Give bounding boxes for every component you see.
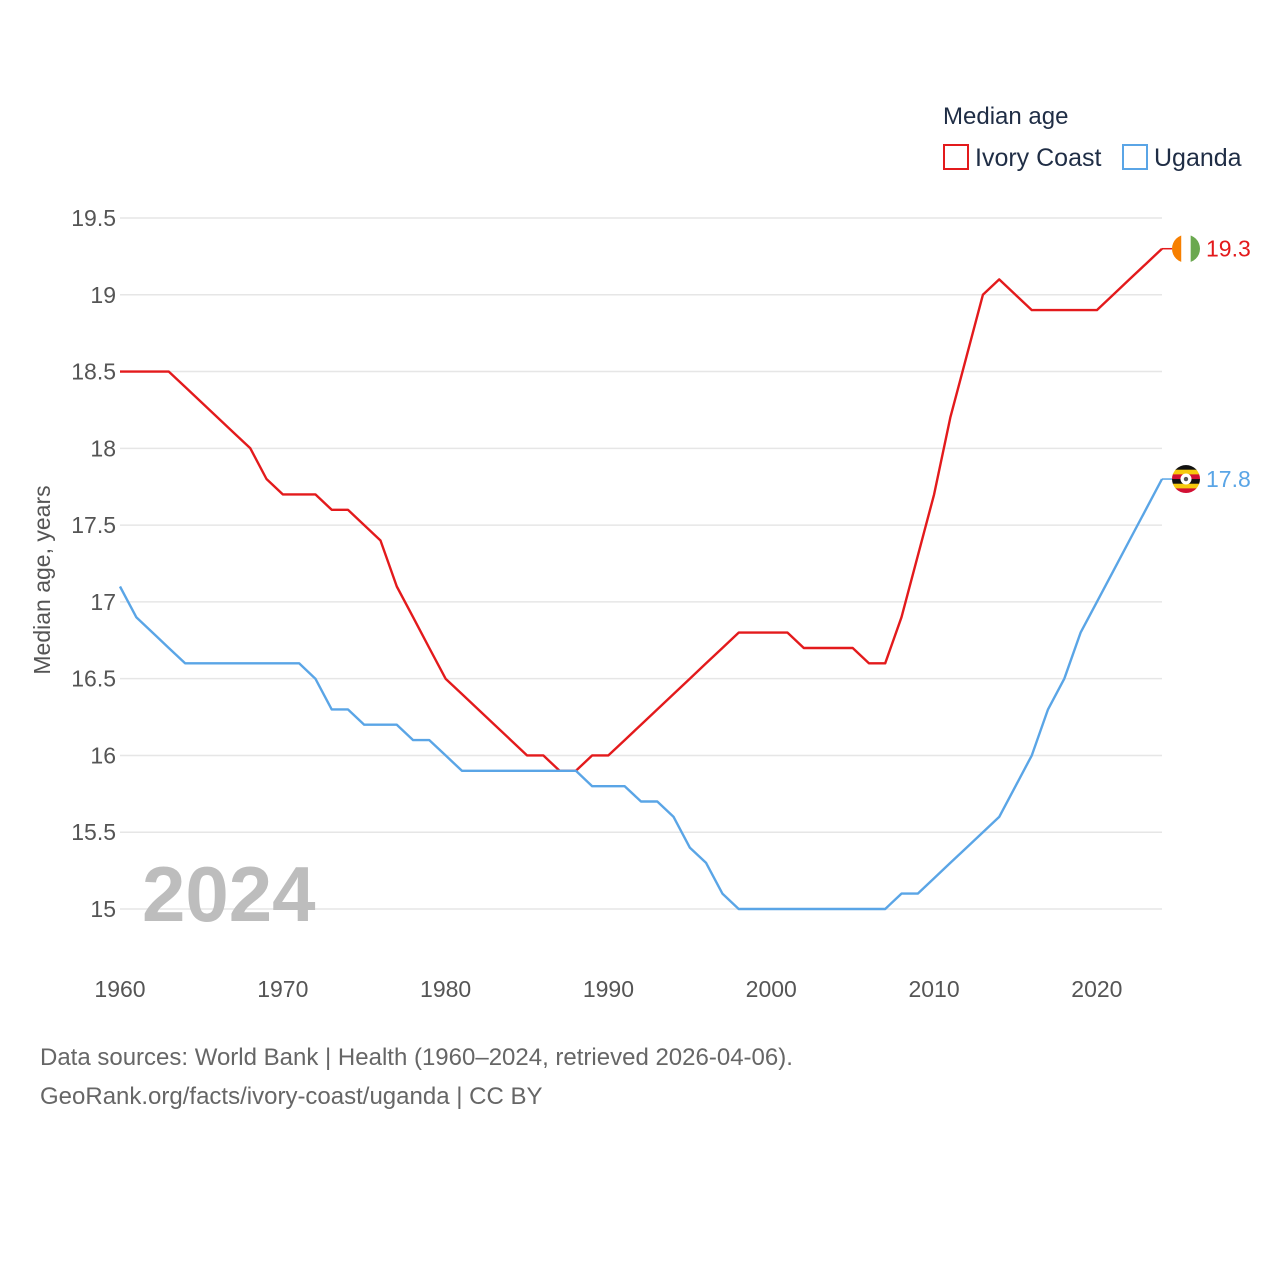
y-tick-label: 17.5 — [71, 512, 116, 538]
y-tick-label: 15 — [90, 896, 116, 922]
legend-swatch-ivory-coast — [943, 144, 969, 170]
x-tick-label: 1960 — [94, 976, 145, 1002]
y-tick-label: 19.5 — [71, 205, 116, 231]
x-tick-label: 2010 — [908, 976, 959, 1002]
legend-swatch-uganda — [1122, 144, 1148, 170]
y-tick-label: 19 — [90, 282, 116, 308]
y-tick-label: 18 — [90, 435, 116, 461]
x-tick-label: 1990 — [583, 976, 634, 1002]
y-axis-title: Median age, years — [29, 485, 55, 674]
footer-url-line[interactable]: GeoRank.org/facts/ivory-coast/uganda | C… — [40, 1083, 543, 1110]
legend-item-uganda[interactable]: Uganda — [1122, 144, 1242, 172]
legend-label-uganda: Uganda — [1154, 144, 1242, 172]
y-tick-label: 16.5 — [71, 666, 116, 692]
end-value-ivory-coast: 19.3 — [1206, 236, 1251, 262]
x-tick-label: 2000 — [746, 976, 797, 1002]
y-tick-label: 18.5 — [71, 359, 116, 385]
footer-source-line: Data sources: World Bank | Health (1960–… — [40, 1044, 793, 1071]
y-tick-label: 15.5 — [71, 819, 116, 845]
x-axis-ticks: 1960 1970 1980 1990 2000 2010 2020 — [94, 976, 1122, 1002]
y-tick-label: 16 — [90, 742, 116, 768]
end-value-uganda: 17.8 — [1206, 466, 1251, 492]
legend-item-ivory-coast[interactable]: Ivory Coast — [943, 144, 1101, 172]
x-tick-label: 1970 — [257, 976, 308, 1002]
x-tick-label: 1980 — [420, 976, 471, 1002]
ivory-coast-flag-icon — [1172, 234, 1200, 263]
gridlines — [120, 217, 1162, 910]
y-tick-label: 17 — [90, 589, 116, 615]
current-year-watermark: 2024 — [142, 850, 316, 938]
series-lines — [118, 247, 1164, 911]
series-end-labels: 19.3 17.8 — [1162, 234, 1251, 494]
legend-title: Median age — [943, 103, 1068, 130]
series-line-ivory-coast[interactable] — [120, 247, 1163, 772]
legend-label-ivory-coast: Ivory Coast — [975, 144, 1101, 172]
legend: Median age Ivory Coast Uganda — [943, 103, 1242, 172]
y-axis-ticks: 15 15.5 16 16.5 17 17.5 18 18.5 19 19.5 — [71, 205, 116, 922]
uganda-flag-icon — [1172, 465, 1200, 494]
series-line-uganda[interactable] — [118, 478, 1164, 911]
x-tick-label: 2020 — [1071, 976, 1122, 1002]
